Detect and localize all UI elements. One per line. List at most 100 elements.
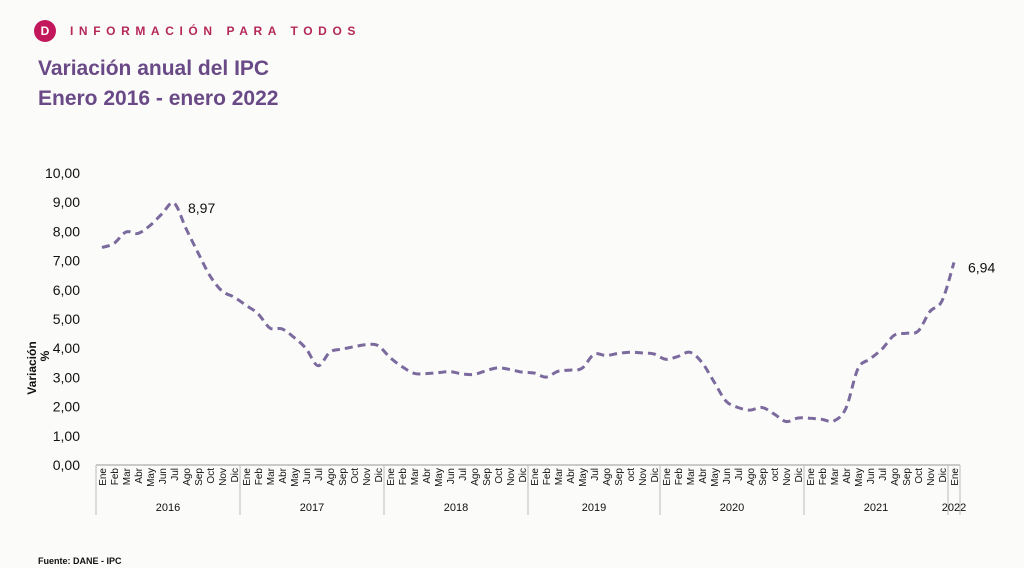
y-tick-label: 4,00 <box>53 340 80 356</box>
x-tick-label: Mar <box>554 467 565 485</box>
x-tick-label: Mar <box>830 467 841 485</box>
x-tick-label: Sep <box>194 468 205 486</box>
x-tick-label: Ene <box>662 468 673 486</box>
x-tick-label: Nov <box>638 468 649 486</box>
x-tick-label: Jun <box>722 468 733 484</box>
x-tick-label: May <box>578 468 589 487</box>
x-tick-label: Dic <box>794 468 805 482</box>
x-tick-label: Dic <box>230 468 241 482</box>
x-tick-label: Feb <box>110 468 121 486</box>
x-tick-label: Mar <box>410 467 421 485</box>
x-tick-label: Jul <box>458 468 469 481</box>
x-tick-label: Ago <box>470 468 481 486</box>
brand-header: D INFORMACIÓN PARA TODOS <box>34 18 361 44</box>
x-tick-label: Abr <box>842 467 853 483</box>
data-label: 6,94 <box>968 259 995 275</box>
x-tick-label: Dic <box>938 468 949 482</box>
tagline: INFORMACIÓN PARA TODOS <box>70 24 361 38</box>
x-tick-label: Mar <box>686 467 697 485</box>
x-tick-label: Jul <box>734 468 745 481</box>
x-tick-label: May <box>146 468 157 487</box>
x-tick-label: Ago <box>890 468 901 486</box>
x-tick-label: Ago <box>326 468 337 486</box>
x-tick-label: Ago <box>602 468 613 486</box>
x-tick-label: Jul <box>590 468 601 481</box>
y-tick-label: 8,00 <box>53 223 80 239</box>
x-tick-label: May <box>710 468 721 487</box>
x-tick-label: Jun <box>866 468 877 484</box>
chart-title-line2: Enero 2016 - enero 2022 <box>38 87 279 110</box>
chart-title-line1: Variación anual del IPC <box>38 57 270 80</box>
y-tick-label: 5,00 <box>53 311 80 327</box>
x-tick-label: Ago <box>746 468 757 486</box>
y-tick-label: 0,00 <box>53 457 80 473</box>
x-tick-label: Jun <box>158 468 169 484</box>
data-label: 8,97 <box>188 200 215 216</box>
x-year-label: 2021 <box>864 502 888 514</box>
x-tick-label: Oct <box>494 468 505 484</box>
x-year-label: 2022 <box>942 502 966 514</box>
y-tick-label: 6,00 <box>53 282 80 298</box>
x-tick-label: Sep <box>902 468 913 486</box>
y-tick-label: 10,00 <box>45 165 80 181</box>
x-tick-label: Nov <box>926 468 937 486</box>
y-tick-label: 7,00 <box>53 253 80 269</box>
x-tick-label: Mar <box>266 467 277 485</box>
x-tick-label: Nov <box>362 468 373 486</box>
y-axis-label: Variación <box>25 341 39 394</box>
x-tick-label: Feb <box>398 468 409 486</box>
x-tick-label: Ene <box>386 468 397 486</box>
x-tick-label: oct <box>770 468 781 482</box>
x-tick-label: Abr <box>698 467 709 483</box>
x-tick-label: Dic <box>650 468 661 482</box>
x-tick-label: Abr <box>278 467 289 483</box>
x-tick-label: oct <box>626 468 637 482</box>
y-tick-label: 3,00 <box>53 369 80 385</box>
x-tick-label: Sep <box>758 468 769 486</box>
x-tick-label: Jun <box>302 468 313 484</box>
x-year-label: 2016 <box>156 502 180 514</box>
x-tick-label: Dic <box>518 468 529 482</box>
x-tick-label: Feb <box>818 468 829 486</box>
x-tick-label: Nov <box>218 468 229 486</box>
x-tick-label: Ene <box>98 468 109 486</box>
source-note: Fuente: DANE - IPC <box>38 556 122 566</box>
x-tick-label: Jun <box>446 468 457 484</box>
y-axis-label-unit: % <box>38 350 52 361</box>
x-tick-label: Feb <box>254 468 265 486</box>
y-tick-label: 2,00 <box>53 399 80 415</box>
x-tick-label: Ene <box>530 468 541 486</box>
x-year-label: 2017 <box>300 502 324 514</box>
x-tick-label: Jul <box>170 468 181 481</box>
x-tick-label: Abr <box>134 467 145 483</box>
x-tick-label: Oct <box>206 468 217 484</box>
x-year-label: 2020 <box>720 502 744 514</box>
x-tick-label: May <box>434 468 445 487</box>
x-tick-label: Ago <box>182 468 193 486</box>
dane-logo-icon: D <box>34 20 56 42</box>
y-tick-label: 1,00 <box>53 428 80 444</box>
x-tick-label: Feb <box>542 468 553 486</box>
x-tick-label: Abr <box>566 467 577 483</box>
x-tick-label: May <box>854 468 865 487</box>
x-tick-label: May <box>290 468 301 487</box>
x-year-label: 2019 <box>582 502 606 514</box>
chart-title: Variación anual del IPC Enero 2016 - ene… <box>38 54 278 114</box>
x-tick-label: Nov <box>506 468 517 486</box>
x-tick-label: Feb <box>674 468 685 486</box>
x-tick-label: Sep <box>614 468 625 486</box>
x-tick-label: Oct <box>350 468 361 484</box>
x-year-label: 2018 <box>444 502 468 514</box>
x-tick-label: Dic <box>374 468 385 482</box>
x-tick-label: Jul <box>314 468 325 481</box>
x-tick-label: Ene <box>242 468 253 486</box>
x-tick-label: Nov <box>782 468 793 486</box>
x-tick-label: Sep <box>482 468 493 486</box>
x-tick-label: Ene <box>950 468 961 486</box>
x-tick-label: Jul <box>878 468 889 481</box>
ipc-series-line <box>101 201 956 424</box>
y-tick-label: 9,00 <box>53 194 80 210</box>
x-tick-label: Oct <box>914 468 925 484</box>
x-tick-label: Ene <box>806 468 817 486</box>
